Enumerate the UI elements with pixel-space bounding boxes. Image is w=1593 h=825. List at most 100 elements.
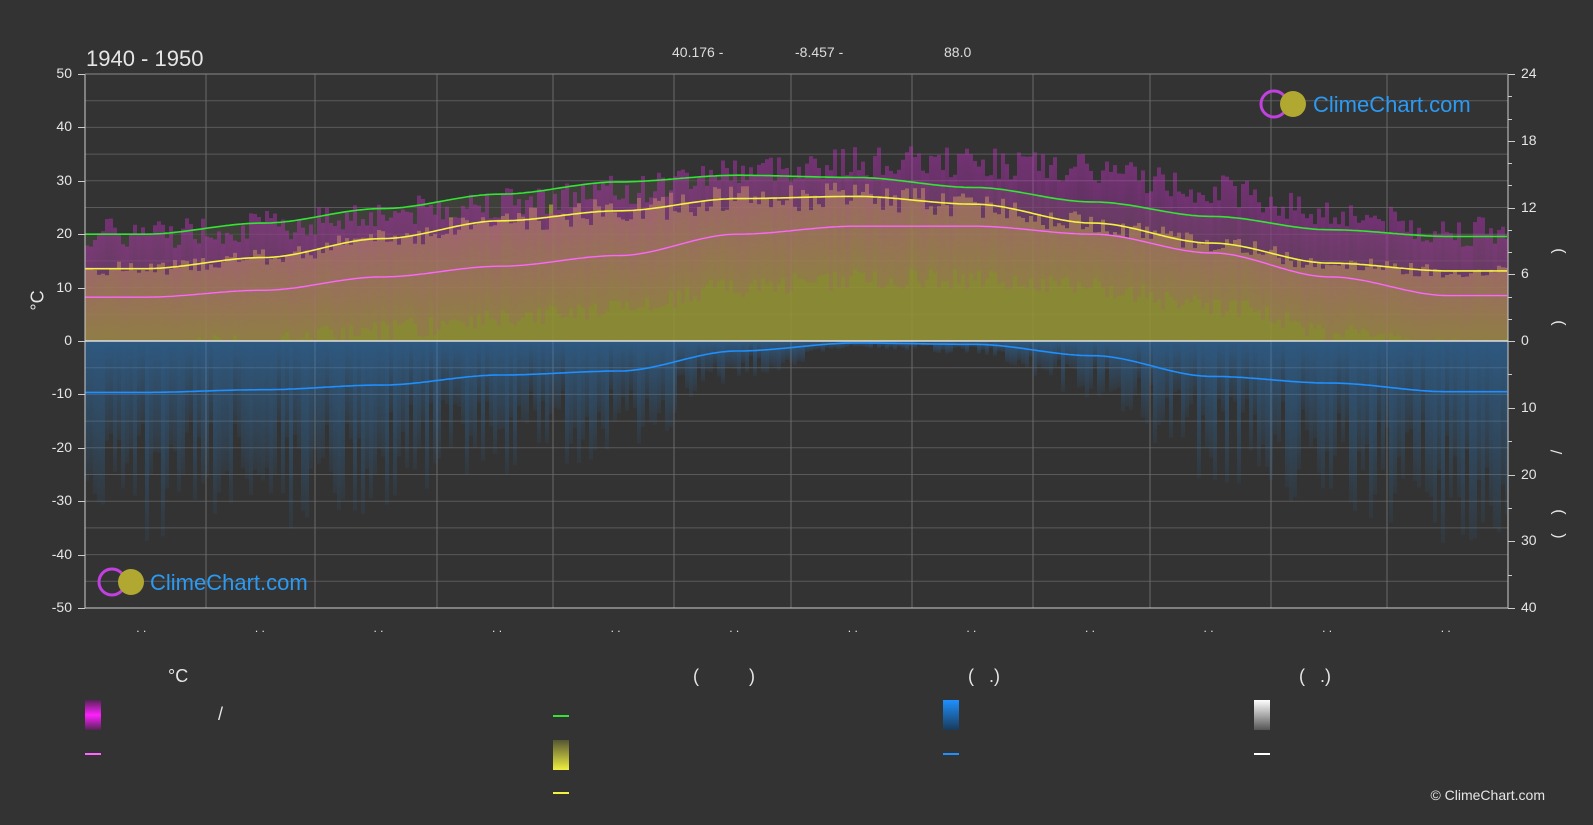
precip-bar (425, 341, 429, 489)
temp-range-bar (805, 163, 809, 283)
precip-bar (733, 341, 737, 369)
precip-bar (377, 341, 381, 449)
precip-bar (621, 341, 625, 398)
precip-bar (1229, 341, 1233, 398)
temp-range-bar (761, 163, 765, 279)
left-tick-mark (78, 287, 85, 289)
precip-bar (877, 341, 881, 349)
precip-bar (1453, 341, 1457, 457)
temp-range-bar (1293, 210, 1297, 322)
temp-range-bar (429, 205, 433, 317)
temp-range-bar (149, 234, 153, 341)
temp-range-bar (905, 152, 909, 286)
temp-range-bar (1481, 217, 1485, 341)
precip-bar (741, 341, 745, 363)
sunshine-line (85, 195, 1507, 272)
temp-range-bar (373, 226, 377, 323)
month-label: . . (1203, 621, 1214, 635)
temp-range-bar (1429, 242, 1433, 341)
temp-range-bar (1501, 226, 1505, 341)
temp-range-bar (1185, 196, 1189, 300)
temp-range-bar (405, 211, 409, 321)
precip-bar (261, 341, 265, 481)
temp-range-bar (605, 185, 609, 312)
temp-range-bar (1477, 216, 1481, 341)
precip-bar (1149, 341, 1153, 386)
precip-bar (245, 341, 249, 479)
precip-bar (389, 341, 393, 413)
precip-bar (1185, 341, 1189, 418)
temp-range-bar (1077, 154, 1081, 282)
temp-range-bar (1341, 211, 1345, 338)
precip-bar (1045, 341, 1049, 371)
precip-bar (637, 341, 641, 444)
temp-range-bar (765, 159, 769, 285)
temp-range-bar (873, 156, 877, 272)
temp-range-bar (413, 223, 417, 325)
precip-bar (1389, 341, 1393, 523)
temp-range-bar (225, 232, 229, 341)
precip-bar (605, 341, 609, 450)
left-tick-label: -40 (51, 545, 72, 562)
temp-range-bar (1453, 240, 1457, 339)
precip-bar (1225, 341, 1229, 483)
temp-range-bar (1129, 162, 1133, 287)
temp-range-bar (1377, 219, 1381, 335)
temp-range-bar (1249, 195, 1253, 308)
temp-range-bar (817, 168, 821, 277)
precip-bar (1265, 341, 1269, 468)
temp-range-bar (1025, 156, 1029, 289)
temp-range-bar (701, 165, 705, 289)
temp-range-bar (573, 192, 577, 319)
precip-bar (625, 341, 629, 411)
temp-range-bar (1457, 222, 1461, 341)
month-label: . . (1084, 621, 1095, 635)
precip-bar (1501, 341, 1505, 485)
temp-range-bar (369, 212, 373, 332)
precip-bar (381, 341, 385, 457)
left-tick-mark (78, 554, 85, 556)
precip-bar (1181, 341, 1185, 438)
precip-bar (1329, 341, 1333, 489)
temp-range-bar (665, 196, 669, 305)
precip-bar (1005, 341, 1009, 363)
temp-range-bar (769, 157, 773, 282)
temp-range-bar (1301, 213, 1305, 328)
temp-range-bar (877, 147, 881, 288)
precip-bar (765, 341, 769, 373)
precip-bar (717, 341, 721, 377)
right-tick-label: 24 (1521, 65, 1537, 81)
temp-range-bar (1321, 217, 1325, 329)
precip-bar (1041, 341, 1045, 370)
precip-bar (289, 341, 293, 529)
precip-bar (581, 341, 585, 440)
precip-bar (697, 341, 701, 368)
temp-range-bar (249, 213, 253, 341)
precip-bar (429, 341, 433, 404)
temp-range-bar (849, 171, 853, 277)
precip-bar (177, 341, 181, 492)
precip-bar (661, 341, 665, 401)
precip-bar (641, 341, 645, 427)
temp-range-bar (113, 227, 117, 341)
temp-range-bar (1217, 200, 1221, 300)
precip-bar (797, 341, 801, 362)
precip-bar (1205, 341, 1209, 448)
elevation-label: 88.0 (944, 44, 972, 60)
temp-range-bar (933, 156, 937, 274)
precip-bar (253, 341, 257, 471)
temp-range-bar (713, 176, 717, 288)
precip-bar (689, 341, 693, 397)
temp-range-bar (825, 165, 829, 274)
temp-range-bar (1013, 175, 1017, 277)
temp-range-bar (397, 212, 401, 326)
temp-range-bar (497, 217, 501, 326)
temp-range-bar (177, 244, 181, 341)
temp-range-bar (725, 168, 729, 292)
precip-bar (401, 341, 405, 432)
temp-range-bar (1065, 175, 1069, 278)
temp-range-bar (929, 155, 933, 270)
precip-bar (269, 341, 273, 494)
temp-range-bar (1305, 218, 1309, 337)
precip-bar (709, 341, 713, 373)
